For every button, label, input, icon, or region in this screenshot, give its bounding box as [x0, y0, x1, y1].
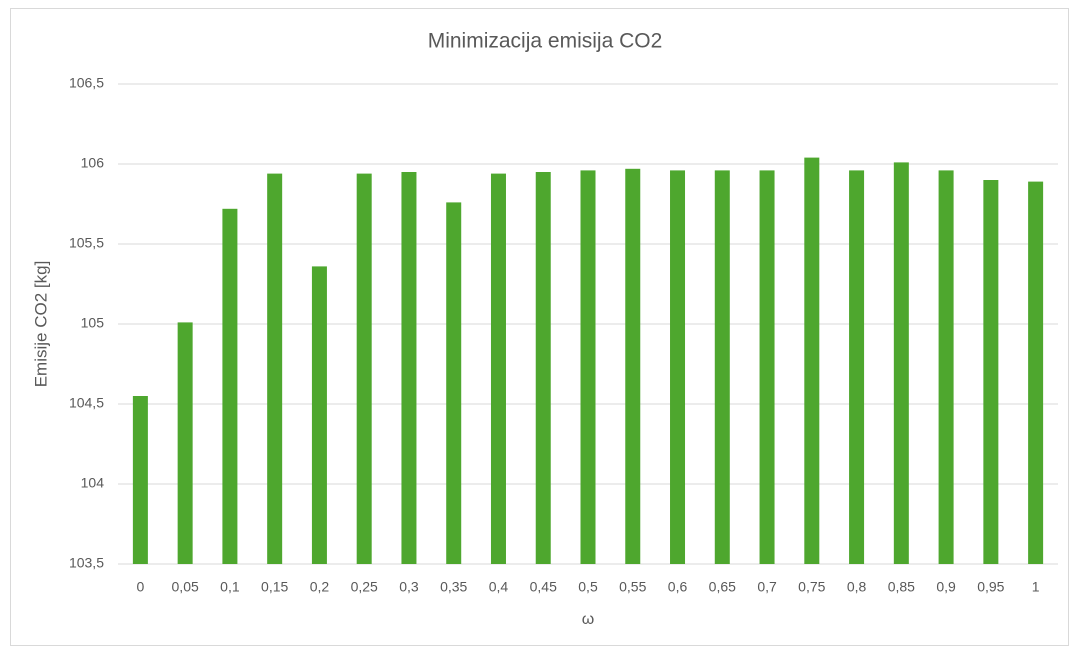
x-tick-label: 0: [136, 579, 144, 595]
bar: [893, 162, 909, 564]
bar: [580, 170, 596, 564]
y-tick-label: 103,5: [69, 555, 104, 571]
x-tick-label: 0,7: [757, 579, 777, 595]
x-tick-label: 0,35: [440, 579, 467, 595]
x-tick-label: 0,15: [261, 579, 288, 595]
bar: [222, 208, 238, 565]
bar: [714, 170, 730, 564]
bar: [356, 173, 372, 564]
y-axis-label: Emisije CO2 [kg]: [31, 261, 50, 388]
x-tick-label: 0,85: [888, 579, 915, 595]
y-tick-label: 105,5: [69, 235, 104, 251]
x-tick-label: 0,45: [530, 579, 557, 595]
bar: [267, 173, 283, 564]
x-tick-label: 0,1: [220, 579, 240, 595]
x-tick-label: 0,25: [351, 579, 378, 595]
bar: [1028, 181, 1044, 564]
x-tick-label: 0,8: [847, 579, 867, 595]
bar: [132, 396, 148, 564]
bar: [759, 170, 775, 564]
x-tick-label: 0,2: [310, 579, 330, 595]
x-tick-label: 0,4: [489, 579, 509, 595]
bar: [401, 172, 417, 564]
x-tick-label: 0,75: [798, 579, 825, 595]
bar: [804, 157, 820, 564]
y-tick-label: 104,5: [69, 395, 104, 411]
bar: [983, 180, 999, 564]
y-tick-label: 106,5: [69, 75, 104, 91]
x-tick-label: 1: [1032, 579, 1040, 595]
chart-title: Minimizacija emisija CO2: [428, 30, 663, 53]
x-tick-label: 0,9: [936, 579, 956, 595]
bar: [670, 170, 686, 564]
bar: [849, 170, 865, 564]
x-tick-label: 0,6: [668, 579, 688, 595]
x-axis-label: ω: [582, 611, 595, 628]
bar: [446, 202, 462, 564]
x-tick-label: 0,5: [578, 579, 598, 595]
y-tick-label: 106: [81, 155, 105, 171]
y-tick-label: 105: [81, 315, 105, 331]
x-tick-label: 0,65: [709, 579, 736, 595]
bar: [535, 172, 551, 564]
x-tick-label: 0,05: [172, 579, 199, 595]
bar: [490, 173, 506, 564]
x-tick-label: 0,3: [399, 579, 419, 595]
bar: [177, 322, 193, 564]
bar: [938, 170, 954, 564]
bar: [625, 168, 641, 565]
bar: [311, 266, 327, 564]
x-tick-label: 0,55: [619, 579, 646, 595]
x-tick-label: 0,95: [977, 579, 1004, 595]
y-tick-label: 104: [81, 475, 105, 491]
